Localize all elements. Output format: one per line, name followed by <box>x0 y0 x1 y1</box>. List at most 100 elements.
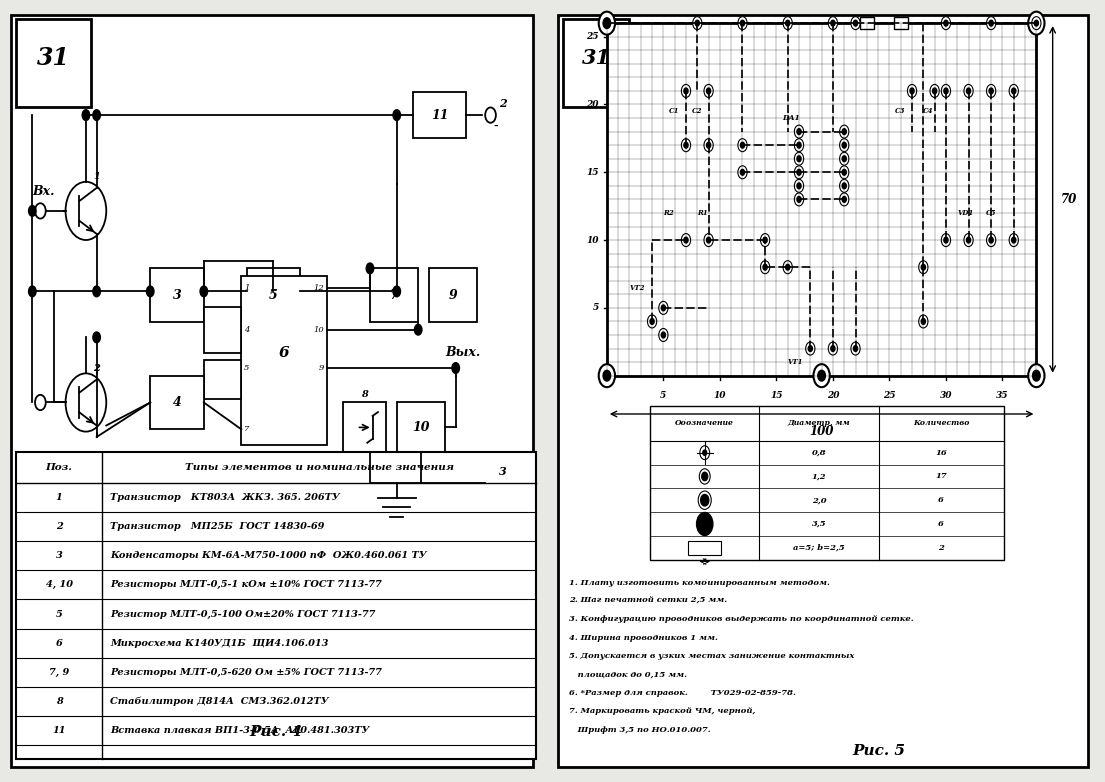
Circle shape <box>907 84 917 98</box>
Circle shape <box>1009 84 1019 98</box>
Text: 7. Маркировать краской ЧМ, черной,: 7. Маркировать краской ЧМ, черной, <box>569 708 755 716</box>
Circle shape <box>65 373 106 432</box>
Circle shape <box>1029 12 1044 34</box>
Text: 2: 2 <box>93 364 101 372</box>
Circle shape <box>200 286 208 296</box>
Circle shape <box>703 450 706 455</box>
Text: VD1: VD1 <box>957 209 974 217</box>
Circle shape <box>840 166 849 179</box>
Text: 12: 12 <box>314 284 325 292</box>
Circle shape <box>706 142 711 148</box>
Text: 6: 6 <box>938 520 944 528</box>
Circle shape <box>704 84 713 98</box>
Text: 25: 25 <box>883 391 896 400</box>
Bar <box>246 268 301 322</box>
Bar <box>370 268 418 322</box>
Text: 7: 7 <box>390 289 399 302</box>
Text: Вставка плавкая ВП1-3-0,5А  АГ0.481.303ТУ: Вставка плавкая ВП1-3-0,5А АГ0.481.303ТУ <box>110 726 369 735</box>
Text: 8: 8 <box>55 697 63 706</box>
Text: Резистор МЛТ-0,5-100 Ом±20% ГОСТ 7113-77: Резистор МЛТ-0,5-100 Ом±20% ГОСТ 7113-77 <box>110 609 376 619</box>
Text: 1: 1 <box>244 284 250 292</box>
Circle shape <box>842 170 846 175</box>
Bar <box>860 17 874 29</box>
Bar <box>17 20 92 107</box>
Circle shape <box>485 107 496 123</box>
Text: 9: 9 <box>319 364 325 372</box>
Text: 5. Допускается в узких местах занижение контактных: 5. Допускается в узких местах занижение … <box>569 652 854 660</box>
Text: 16: 16 <box>935 449 947 457</box>
Circle shape <box>740 142 745 148</box>
Circle shape <box>738 138 747 152</box>
Circle shape <box>93 109 101 120</box>
Circle shape <box>393 109 400 120</box>
Text: 7, 9: 7, 9 <box>49 668 70 676</box>
Circle shape <box>794 138 803 152</box>
Circle shape <box>738 16 747 30</box>
Circle shape <box>989 20 993 26</box>
Circle shape <box>599 364 615 387</box>
Circle shape <box>764 264 767 270</box>
Text: 5: 5 <box>270 289 277 302</box>
Circle shape <box>840 179 849 192</box>
Circle shape <box>941 234 950 246</box>
Circle shape <box>794 193 803 206</box>
Circle shape <box>704 138 713 152</box>
Text: R1: R1 <box>697 209 708 217</box>
Text: 1: 1 <box>93 172 101 181</box>
Circle shape <box>922 318 925 325</box>
Circle shape <box>851 342 860 355</box>
Text: Конденсаторы КМ-6А-М750-1000 пФ  ОЖ0.460.061 ТУ: Конденсаторы КМ-6А-М750-1000 пФ ОЖ0.460.… <box>110 551 427 560</box>
Circle shape <box>650 318 654 325</box>
Bar <box>344 403 386 452</box>
Circle shape <box>659 301 669 314</box>
Text: 15: 15 <box>587 168 599 177</box>
Circle shape <box>989 88 993 94</box>
Bar <box>203 307 241 353</box>
Circle shape <box>702 472 707 481</box>
Text: 8: 8 <box>361 390 368 400</box>
Circle shape <box>1032 371 1040 381</box>
Circle shape <box>794 179 803 192</box>
Text: 2: 2 <box>55 522 63 531</box>
Text: VT2: VT2 <box>630 284 645 292</box>
Circle shape <box>989 237 993 243</box>
Circle shape <box>840 125 849 138</box>
Circle shape <box>35 203 45 218</box>
Bar <box>150 375 203 429</box>
Circle shape <box>452 363 460 373</box>
Text: C3: C3 <box>895 107 906 115</box>
Text: 4, 10: 4, 10 <box>45 580 73 590</box>
Text: 1,2: 1,2 <box>811 472 827 480</box>
Text: 31: 31 <box>581 48 610 67</box>
Text: 30: 30 <box>939 391 953 400</box>
Circle shape <box>783 16 792 30</box>
Circle shape <box>603 371 611 381</box>
Bar <box>564 20 629 107</box>
Circle shape <box>1009 234 1019 246</box>
Text: 11: 11 <box>52 726 66 735</box>
Text: 31: 31 <box>38 45 71 70</box>
Circle shape <box>829 16 838 30</box>
Circle shape <box>599 12 615 34</box>
Circle shape <box>797 170 801 175</box>
Circle shape <box>842 183 846 188</box>
Circle shape <box>706 88 711 94</box>
Bar <box>894 17 908 29</box>
Circle shape <box>918 260 928 274</box>
Circle shape <box>603 18 611 28</box>
Text: a=5; b=2,5: a=5; b=2,5 <box>793 543 844 552</box>
Circle shape <box>1032 18 1040 28</box>
Text: 70: 70 <box>1061 193 1077 206</box>
Circle shape <box>760 234 770 246</box>
Text: 0,8: 0,8 <box>811 449 827 457</box>
Circle shape <box>987 84 996 98</box>
Circle shape <box>738 166 747 179</box>
Text: Микросхема К140УД1Б  ЩИ4.106.013: Микросхема К140УД1Б ЩИ4.106.013 <box>110 639 328 647</box>
Circle shape <box>840 193 849 206</box>
Circle shape <box>82 109 90 120</box>
Text: 10: 10 <box>412 421 430 434</box>
Circle shape <box>842 129 846 135</box>
Text: C4: C4 <box>924 107 934 115</box>
Text: C1: C1 <box>669 107 680 115</box>
Circle shape <box>941 16 950 30</box>
